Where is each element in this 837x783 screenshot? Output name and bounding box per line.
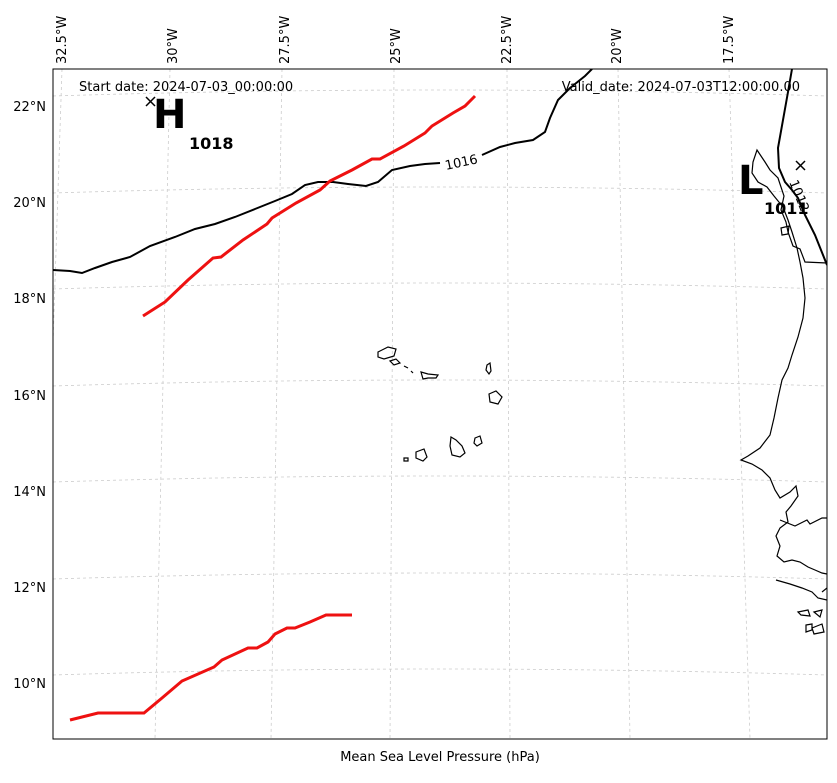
lon-tick-32-5w: 32.5°W bbox=[55, 16, 70, 64]
high-letter: H bbox=[153, 92, 186, 138]
cape-verde-islands bbox=[377, 346, 503, 462]
africa-coast-detail bbox=[775, 517, 827, 635]
map-frame bbox=[52, 68, 828, 740]
lat-tick-labels: 22°N 20°N 18°N 16°N 14°N 12°N 10°N bbox=[13, 100, 46, 692]
front-north bbox=[142, 94, 477, 318]
low-letter: L bbox=[738, 158, 764, 204]
lon-tick-22-5w: 22.5°W bbox=[500, 16, 515, 64]
start-date: Start date: 2024-07-03_00:00:00 bbox=[79, 80, 293, 95]
xlabel: Mean Sea Level Pressure (hPa) bbox=[340, 750, 540, 765]
graticule bbox=[53, 69, 827, 739]
lat-tick-14n: 14°N bbox=[13, 485, 46, 500]
lat-tick-12n: 12°N bbox=[13, 581, 46, 596]
lon-tick-30w: 30°W bbox=[166, 28, 181, 64]
high-center-x-icon bbox=[145, 96, 156, 107]
lat-tick-16n: 16°N bbox=[13, 389, 46, 404]
africa-coastline bbox=[739, 148, 827, 575]
isobar-1016-east bbox=[481, 69, 593, 156]
isobar-1016 bbox=[53, 162, 441, 275]
contour-label-1016: 1016 bbox=[444, 152, 479, 174]
low-center-x-icon bbox=[795, 160, 806, 171]
lat-tick-22n: 22°N bbox=[13, 100, 46, 115]
low-pressure-center: L 1011 bbox=[738, 158, 809, 218]
lat-tick-10n: 10°N bbox=[13, 677, 46, 692]
high-pressure-center: H 1018 bbox=[145, 92, 234, 153]
front-south bbox=[69, 613, 352, 722]
lon-tick-labels: 32.5°W 30°W 27.5°W 25°W 22.5°W 20°W 17.5… bbox=[55, 16, 737, 64]
lon-tick-17-5w: 17.5°W bbox=[722, 16, 737, 64]
lat-tick-18n: 18°N bbox=[13, 292, 46, 307]
lon-tick-25w: 25°W bbox=[389, 28, 404, 64]
low-value: 1011 bbox=[764, 199, 809, 218]
lon-tick-20w: 20°W bbox=[610, 28, 625, 64]
high-value: 1018 bbox=[189, 134, 234, 153]
valid-date: Valid_date: 2024-07-03T12:00:00.00 bbox=[562, 80, 800, 95]
lon-tick-27-5w: 27.5°W bbox=[278, 16, 293, 64]
lat-tick-20n: 20°N bbox=[13, 196, 46, 211]
map-area bbox=[53, 69, 827, 739]
canary-region-coast bbox=[780, 225, 790, 236]
isobar-1012 bbox=[776, 69, 827, 266]
